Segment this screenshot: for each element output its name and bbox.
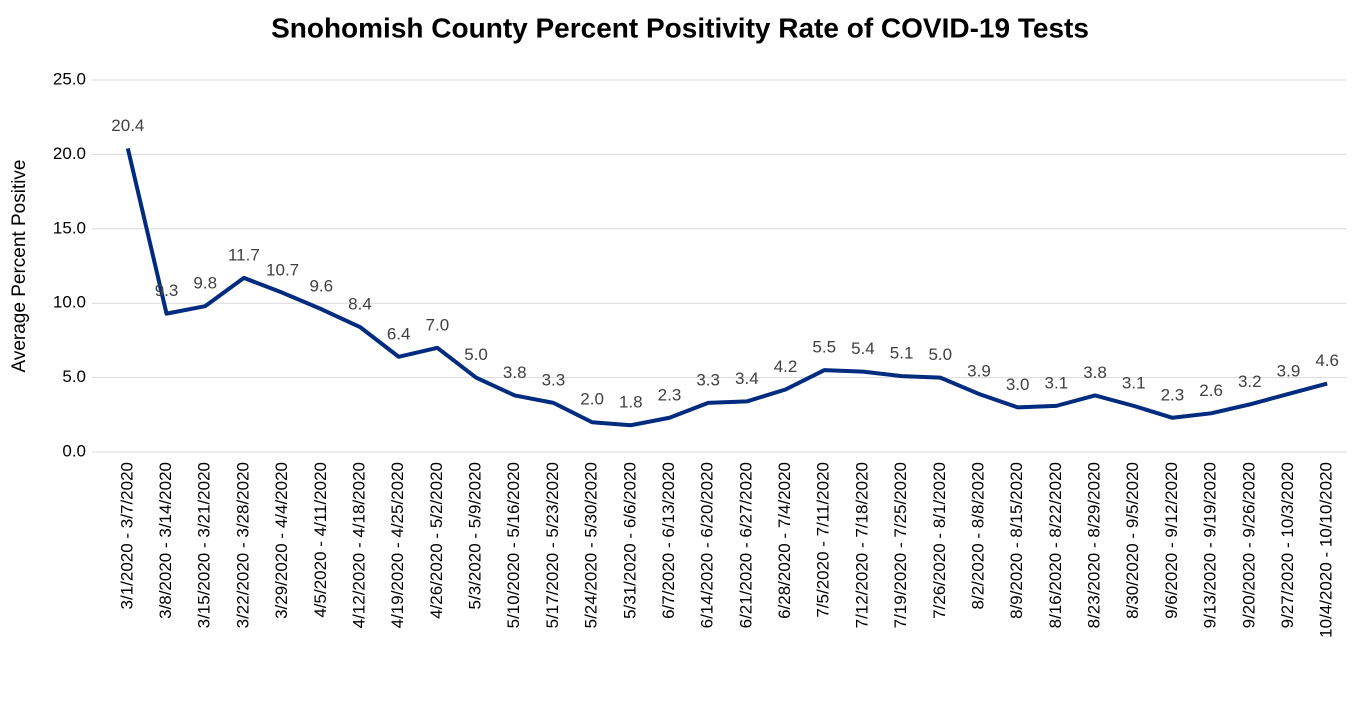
data-label: 2.3 [658, 385, 682, 404]
x-tick-label: 5/10/2020 - 5/16/2020 [504, 462, 523, 628]
data-label: 3.1 [1045, 373, 1069, 392]
data-label: 5.1 [890, 344, 914, 363]
data-label: 11.7 [228, 245, 260, 264]
data-label: 2.3 [1161, 385, 1185, 404]
y-axis-label: Average Percent Positive [9, 160, 30, 373]
data-label: 8.4 [348, 294, 372, 313]
x-tick-label: 6/28/2020 - 7/4/2020 [775, 462, 794, 619]
y-tick-label: 10.0 [53, 293, 86, 312]
data-label: 5.0 [464, 345, 488, 364]
data-label: 3.1 [1122, 373, 1146, 392]
x-tick-label: 3/8/2020 - 3/14/2020 [156, 462, 175, 619]
data-label: 3.0 [1006, 375, 1030, 394]
x-tick-label: 5/24/2020 - 5/30/2020 [582, 462, 601, 628]
data-label: 3.3 [542, 370, 566, 389]
data-label: 9.6 [309, 277, 333, 296]
x-tick-label: 7/5/2020 - 7/11/2020 [814, 462, 833, 618]
x-tick-label: 4/12/2020 - 4/18/2020 [349, 462, 368, 628]
y-tick-label: 15.0 [53, 218, 86, 237]
x-tick-label: 9/20/2020 - 9/26/2020 [1239, 462, 1258, 628]
data-label: 7.0 [426, 315, 450, 334]
x-tick-label: 4/19/2020 - 4/25/2020 [388, 462, 407, 628]
x-tick-label: 5/17/2020 - 5/23/2020 [543, 462, 562, 628]
data-label: 5.5 [812, 338, 836, 357]
x-tick-label: 3/29/2020 - 4/4/2020 [272, 462, 291, 619]
data-label: 20.4 [111, 116, 144, 135]
x-tick-label: 6/7/2020 - 6/13/2020 [659, 462, 678, 619]
x-tick-label: 7/19/2020 - 7/25/2020 [891, 462, 910, 628]
data-label: 9.3 [155, 281, 179, 300]
x-tick-label: 3/22/2020 - 3/28/2020 [233, 462, 252, 628]
x-tick-label: 10/4/2020 - 10/10/2020 [1317, 462, 1336, 638]
y-tick-label: 5.0 [62, 367, 86, 386]
data-label: 2.0 [580, 390, 604, 409]
x-tick-label: 9/13/2020 - 9/19/2020 [1201, 462, 1220, 628]
x-tick-label: 3/15/2020 - 3/21/2020 [195, 462, 214, 628]
data-label: 9.8 [193, 274, 217, 293]
data-label: 10.7 [266, 260, 299, 279]
x-tick-label: 7/26/2020 - 8/1/2020 [930, 462, 949, 619]
data-label: 3.8 [503, 363, 527, 382]
x-tick-label: 9/27/2020 - 10/3/2020 [1278, 462, 1297, 628]
y-tick-label: 0.0 [62, 441, 86, 460]
data-label: 3.2 [1238, 372, 1262, 391]
data-label: 4.2 [774, 357, 798, 376]
x-tick-label: 4/26/2020 - 5/2/2020 [427, 462, 446, 619]
data-label: 3.4 [735, 369, 759, 388]
x-tick-label: 8/23/2020 - 8/29/2020 [1085, 462, 1104, 628]
line [125, 147, 1328, 428]
data-label: 3.8 [1083, 363, 1107, 382]
x-tick-label: 5/31/2020 - 6/6/2020 [620, 462, 639, 619]
x-tick-label: 5/3/2020 - 5/9/2020 [466, 462, 485, 609]
x-tick-label: 8/30/2020 - 9/5/2020 [1123, 462, 1142, 619]
x-tick-label: 7/12/2020 - 7/18/2020 [852, 462, 871, 628]
data-label: 3.9 [967, 361, 991, 380]
data-label: 3.9 [1277, 361, 1301, 380]
x-tick-label: 4/5/2020 - 4/11/2020 [311, 462, 330, 618]
data-label: 5.4 [851, 339, 875, 358]
y-tick-label: 20.0 [53, 144, 86, 163]
y-tick-label: 25.0 [53, 69, 86, 88]
data-label: 1.8 [619, 393, 643, 412]
x-tick-label: 8/9/2020 - 8/15/2020 [1007, 462, 1026, 619]
data-label: 4.6 [1315, 351, 1339, 370]
x-tick-label: 6/14/2020 - 6/20/2020 [698, 462, 717, 628]
x-tick-label: 3/1/2020 - 3/7/2020 [117, 462, 136, 609]
x-tick-label: 9/6/2020 - 9/12/2020 [1162, 462, 1181, 619]
data-label: 2.6 [1199, 381, 1223, 400]
x-tick-label: 8/16/2020 - 8/22/2020 [1046, 462, 1065, 628]
data-label: 6.4 [387, 324, 411, 343]
x-tick-label: 8/2/2020 - 8/8/2020 [968, 462, 987, 609]
data-label: 5.0 [928, 345, 952, 364]
chart-title: Snohomish County Percent Positivity Rate… [271, 12, 1089, 43]
data-label: 3.3 [696, 370, 720, 389]
x-tick-label: 6/21/2020 - 6/27/2020 [736, 462, 755, 628]
